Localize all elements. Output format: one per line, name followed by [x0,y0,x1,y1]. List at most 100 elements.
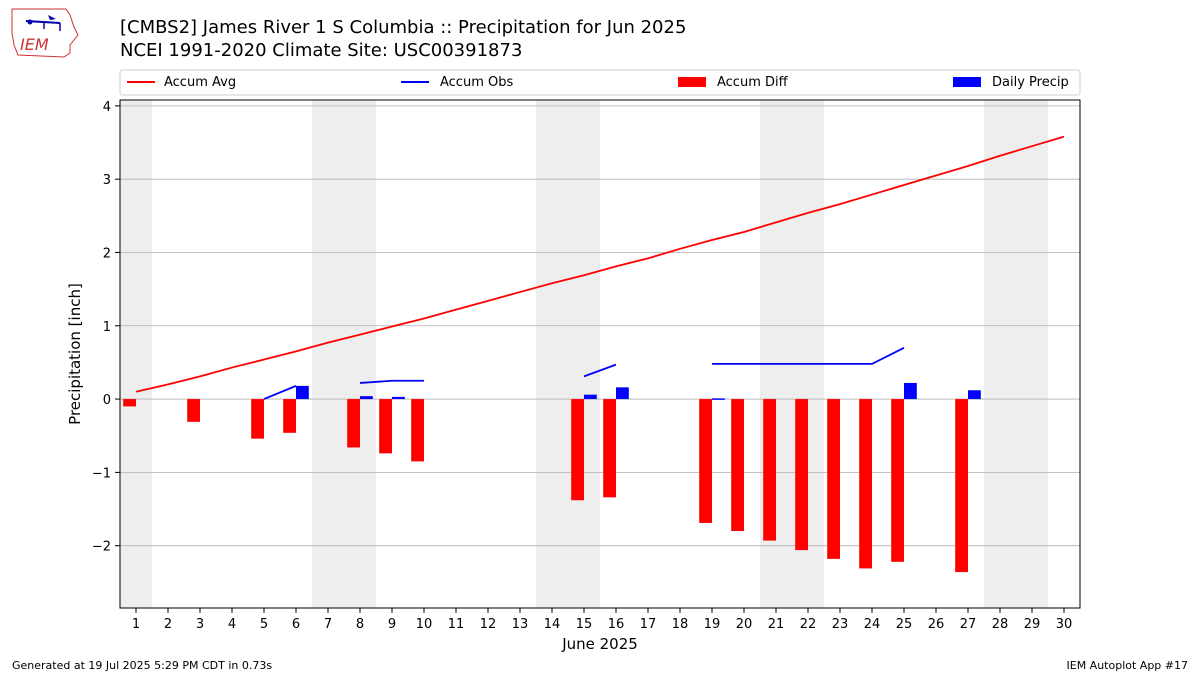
x-tick-label: 4 [228,617,236,632]
chart-title: [CMBS2] James River 1 S Columbia :: Prec… [120,17,687,38]
accum-diff-bar [251,399,264,439]
y-tick-label: 2 [103,246,111,261]
accum-avg-series-line [135,135,1065,393]
x-tick-label: 6 [292,617,300,632]
x-tick-label: 22 [800,617,817,632]
legend-label-accum-diff: Accum Diff [717,75,789,90]
y-tick-label: 1 [103,320,111,335]
x-tick-label: 28 [992,617,1009,632]
y-axis-label: Precipitation [inch] [66,283,84,425]
daily-precip-bar [712,398,725,400]
x-tick-label: 14 [544,617,561,632]
y-tick-label: 3 [103,173,111,188]
weekend-band [536,100,568,608]
daily-precip-bar [360,396,373,400]
grid-lines [120,105,1080,547]
accum-diff-bar [795,399,808,551]
daily-precip-bar [392,396,405,400]
y-tick-label: 4 [103,100,111,115]
x-axis-label: June 2025 [561,635,638,653]
x-tick-label: 17 [640,617,657,632]
accum-diff-bar [603,399,616,498]
weekend-band [1016,100,1048,608]
x-tick-label: 3 [196,617,204,632]
x-tick-label: 11 [448,617,465,632]
legend-item-accum-diff: Accum Diff [678,75,789,90]
accum-diff-bar [123,399,136,407]
iem-logo-icon: IEM [11,8,79,58]
x-tick-label: 12 [480,617,497,632]
x-tick-label: 26 [928,617,945,632]
x-tick-label: 9 [388,617,396,632]
daily-precip-bar [584,394,597,400]
accum-diff-bar [187,399,200,422]
daily-precip-bar [296,385,309,400]
accum-diff-bars [123,399,968,573]
footer-app-text: IEM Autoplot App #17 [1066,659,1189,672]
daily-precip-bar [968,390,981,400]
accum-diff-bar [859,399,872,569]
weekend-band [312,100,344,608]
weekend-band [120,100,152,608]
legend: Accum Avg Accum Obs Accum Diff Daily Pre… [119,69,1081,96]
accum-avg-line [135,135,1065,393]
x-tick-label: 20 [736,617,753,632]
x-tick-label: 23 [832,617,849,632]
x-tick-label: 30 [1056,617,1073,632]
weekend-band [344,100,376,608]
accum-diff-bar [891,399,904,562]
accum-diff-bar [411,399,424,462]
x-tick-label: 21 [768,617,785,632]
accum-diff-bar [283,399,296,433]
x-tick-label: 29 [1024,617,1041,632]
chart-subtitle: NCEI 1991-2020 Climate Site: USC00391873 [120,40,523,61]
legend-item-daily-precip: Daily Precip [953,75,1069,90]
accum-obs-segment [583,363,617,378]
weekend-shading [120,100,1048,608]
plot-area [119,99,1081,609]
logo-label: IEM [20,35,49,54]
accum-obs-line [263,346,905,400]
footer-generated-text: Generated at 19 Jul 2025 5:29 PM CDT in … [12,659,273,672]
accum-diff-bar [379,399,392,454]
weekend-band [568,100,600,608]
x-tick-label: 10 [416,617,433,632]
weekend-band [984,100,1016,608]
accum-diff-bar [763,399,776,541]
legend-item-accum-avg: Accum Avg [127,75,236,90]
x-tick-label: 19 [704,617,721,632]
legend-label-daily-precip: Daily Precip [992,75,1069,90]
accum-diff-bar [699,399,712,523]
x-tick-label: 27 [960,617,977,632]
x-tick-label: 16 [608,617,625,632]
x-axis-ticks: 1 2 3 4 5 6 7 8 9 10 11 12 13 14 15 16 17 18 19 20 21 22 23 24 2… [132,608,1072,632]
daily-precip-bar [616,387,629,400]
accum-diff-bar [571,399,584,501]
legend-box [119,69,1081,96]
x-tick-label: 7 [324,617,332,632]
legend-label-accum-obs: Accum Obs [440,75,513,90]
y-tick-label: −2 [92,540,111,555]
accum-diff-bar [827,399,840,559]
x-tick-label: 25 [896,617,913,632]
x-tick-label: 24 [864,617,881,632]
accum-obs-segment [359,379,424,384]
daily-precip-bar [904,382,917,400]
y-tick-label: −1 [92,466,111,481]
accum-diff-bar [347,399,360,448]
x-tick-label: 5 [260,617,268,632]
x-tick-label: 13 [512,617,529,632]
legend-item-accum-obs: Accum Obs [401,75,513,90]
x-tick-label: 18 [672,617,689,632]
accum-obs-segment [263,385,297,400]
accum-diff-bar [955,399,968,573]
accum-obs-segment [712,346,905,365]
y-tick-label: 0 [103,393,111,408]
accum-diff-bar [731,399,744,532]
x-tick-label: 8 [356,617,364,632]
daily-precip-bars [296,382,981,400]
y-axis-ticks: −2 −1 0 1 2 3 4 [92,100,120,555]
x-tick-label: 1 [132,617,140,632]
legend-label-accum-avg: Accum Avg [164,75,236,90]
